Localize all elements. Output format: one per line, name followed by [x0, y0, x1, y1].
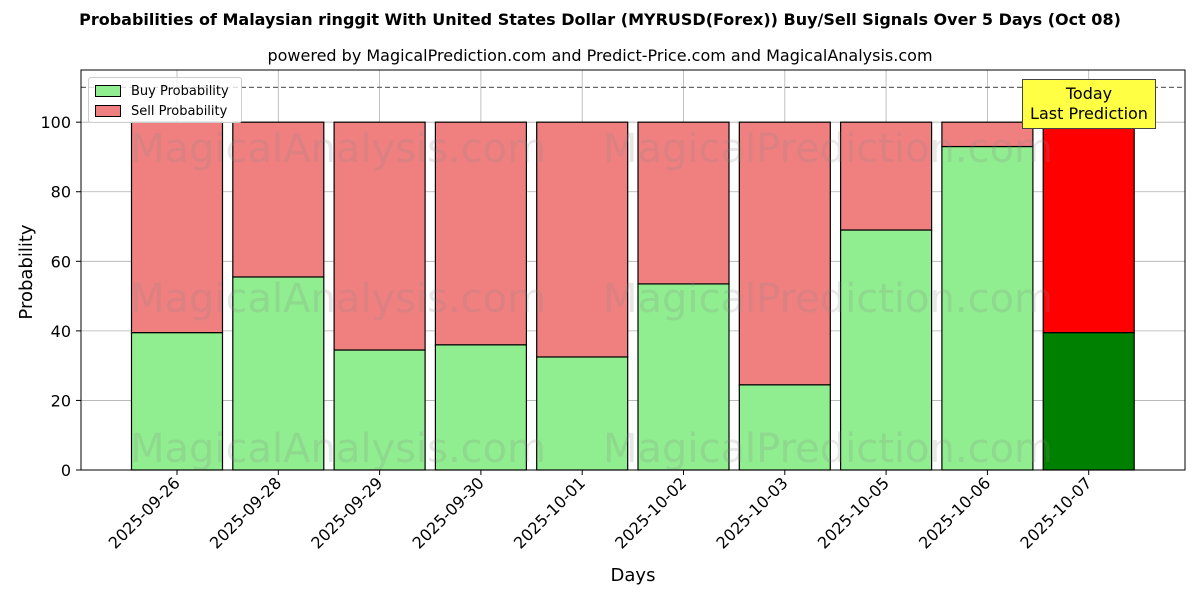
legend-label-sell: Sell Probability — [131, 103, 228, 119]
bar-buy-2025-10-05 — [839, 229, 933, 471]
y-tick-label: 80 — [51, 183, 71, 202]
x-tick-label: 2025-10-01 — [510, 473, 589, 552]
bar-sell-2025-09-26 — [130, 121, 224, 334]
legend: Buy Probability Sell Probability — [88, 77, 242, 123]
watermark-right-top: MagicalPrediction.com — [603, 126, 1053, 172]
bar-buy-2025-09-28 — [232, 276, 325, 471]
chart-subtitle: powered by MagicalPrediction.com and Pre… — [267, 46, 933, 65]
legend-item-buy: Buy Probability — [95, 83, 229, 99]
bar-buy-2025-09-26 — [130, 332, 224, 471]
y-tick-label: 0 — [61, 461, 71, 480]
bar-buy-2025-10-06 — [941, 145, 1034, 471]
legend-item-sell: Sell Probability — [95, 103, 227, 119]
x-tick-label: 2025-10-02 — [611, 473, 690, 552]
watermark-right-bottom: MagicalPrediction.com — [603, 426, 1053, 472]
today-annotation: Today Last Prediction — [1022, 79, 1156, 129]
legend-swatch-buy — [95, 85, 121, 97]
bar-buy-2025-10-03 — [738, 384, 831, 471]
today-annotation-line2: Last Prediction — [1030, 104, 1148, 123]
bar-sell-2025-10-06 — [941, 121, 1034, 148]
x-axis-label: Days — [611, 565, 656, 586]
chart-title: Probabilities of Malaysian ringgit With … — [79, 10, 1121, 29]
today-annotation-line1: Today — [1065, 84, 1113, 103]
bar-sell-2025-10-05 — [839, 121, 933, 231]
watermark-left-bottom: MagicalAnalysis.com — [130, 426, 546, 472]
x-tick-label: 2025-09-28 — [206, 473, 285, 552]
bar-buy-2025-10-07 — [1042, 332, 1135, 471]
y-tick-label: 100 — [40, 113, 71, 132]
x-tick-label: 2025-09-29 — [307, 473, 386, 552]
bar-buy-2025-10-02 — [637, 283, 730, 471]
bar-sell-2025-09-29 — [333, 121, 426, 351]
x-tick-label: 2025-10-07 — [1016, 473, 1095, 552]
y-tick-label: 20 — [51, 391, 71, 410]
bar-sell-2025-09-30 — [434, 121, 527, 346]
x-tick-label: 2025-10-05 — [814, 473, 893, 552]
bar-buy-2025-10-01 — [536, 356, 629, 471]
watermark-left-middle: MagicalAnalysis.com — [130, 276, 546, 322]
watermark-left-top: MagicalAnalysis.com — [130, 126, 546, 172]
plot-frame — [80, 69, 1186, 471]
bar-sell-2025-09-28 — [232, 121, 325, 278]
y-tick-label: 40 — [51, 322, 71, 341]
bar-buy-2025-09-30 — [434, 344, 527, 471]
bar-sell-2025-10-07 — [1042, 121, 1135, 334]
y-tick-label: 60 — [51, 252, 71, 271]
watermark-right-middle: MagicalPrediction.com — [603, 276, 1053, 322]
x-tick-label: 2025-09-30 — [409, 473, 488, 552]
x-tick-label: 2025-10-06 — [915, 473, 994, 552]
bar-sell-2025-10-03 — [738, 121, 831, 386]
x-tick-label: 2025-10-03 — [712, 473, 791, 552]
y-axis-label: Probability — [16, 224, 37, 319]
x-tick-label: 2025-09-26 — [105, 473, 184, 552]
legend-label-buy: Buy Probability — [131, 83, 229, 99]
legend-swatch-sell — [95, 105, 121, 117]
bar-sell-2025-10-02 — [637, 121, 730, 285]
bar-sell-2025-10-01 — [536, 121, 629, 358]
